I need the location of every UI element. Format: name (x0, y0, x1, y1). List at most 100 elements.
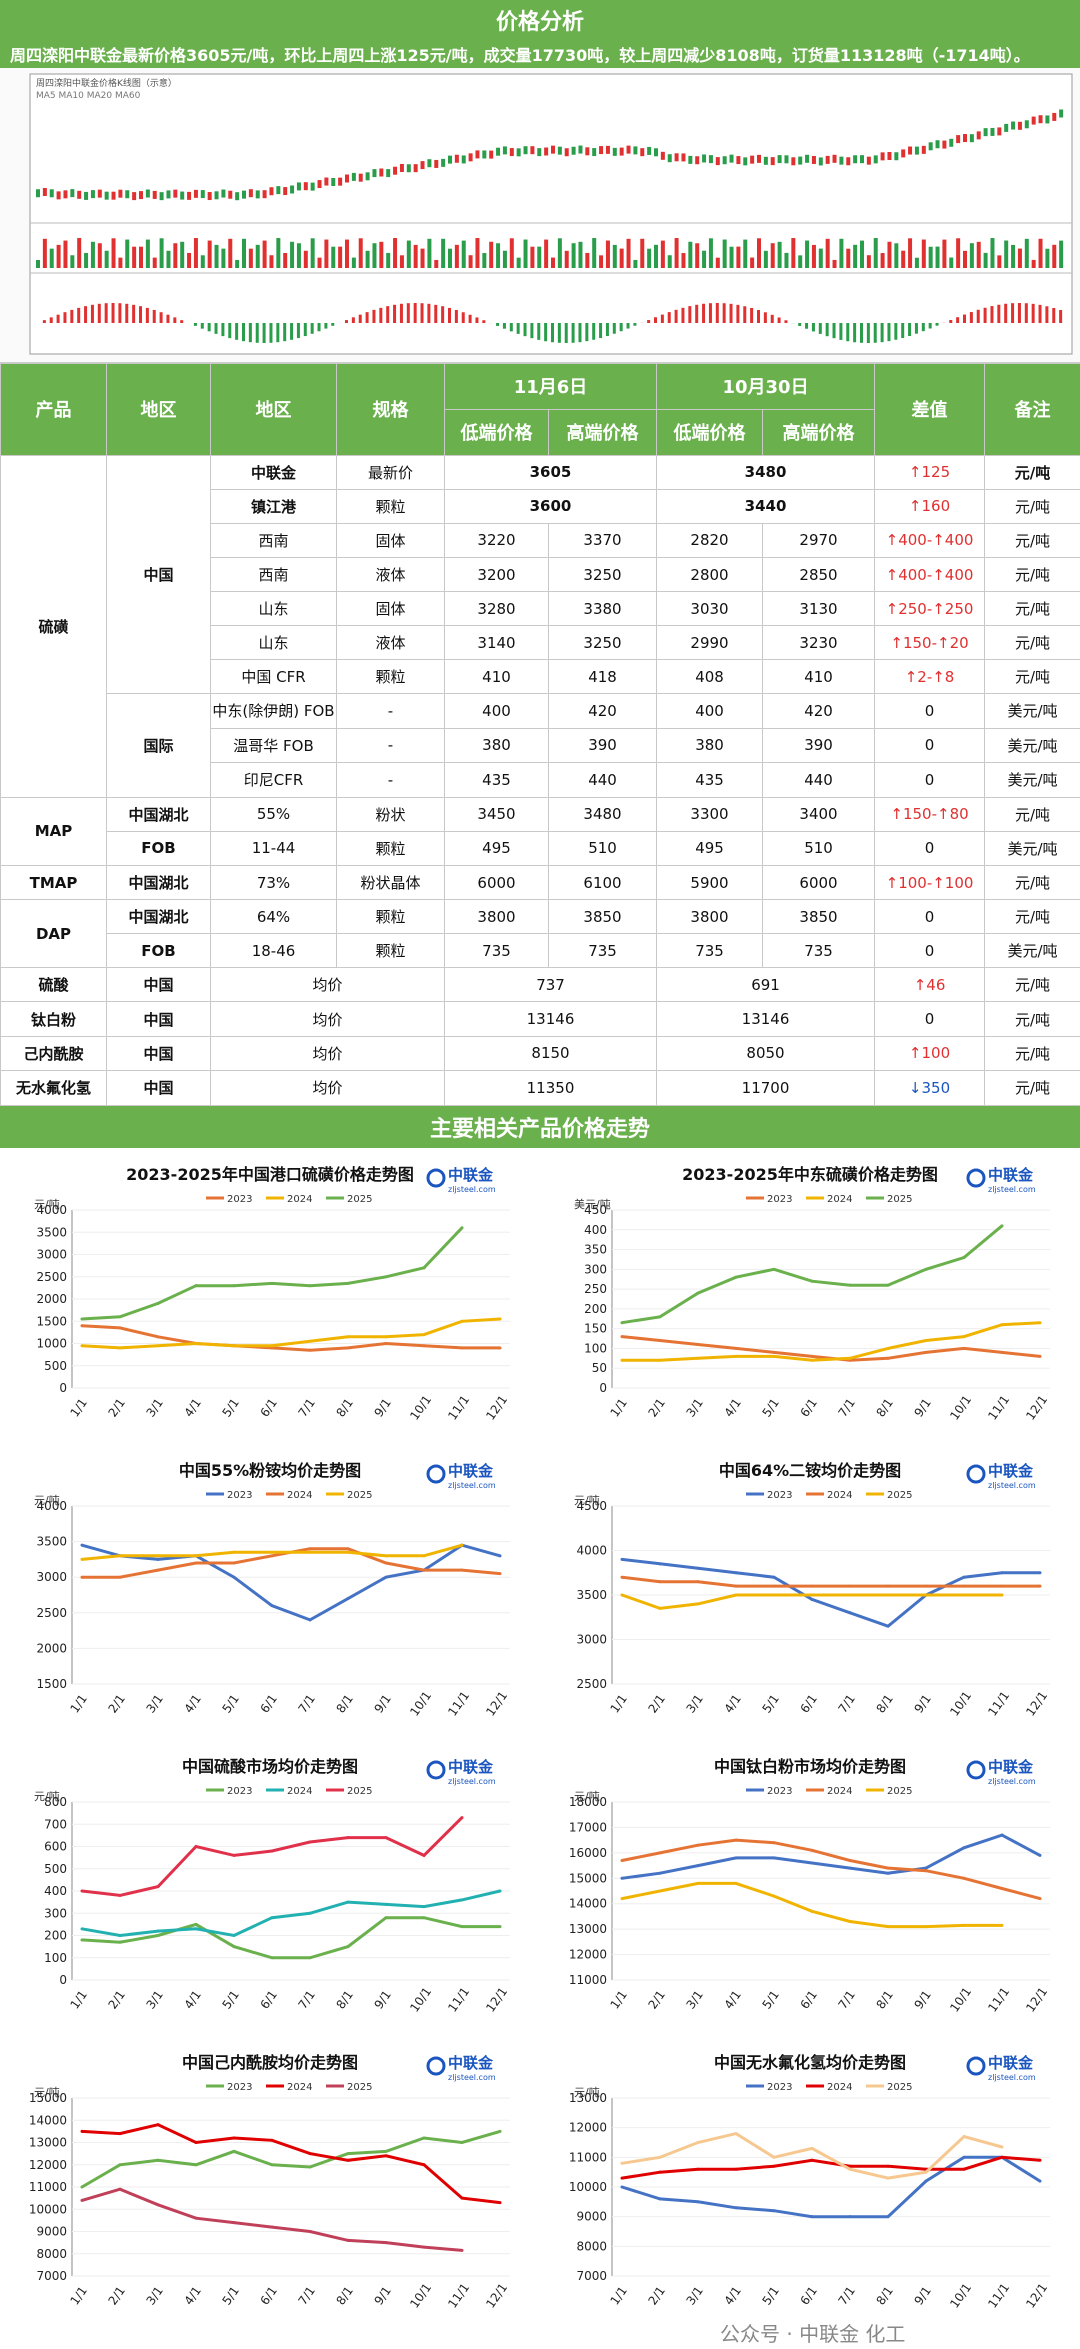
volume-bar (372, 243, 377, 268)
x-tick-label: 3/1 (683, 1692, 706, 1716)
kline-candle (564, 148, 569, 157)
price-cell: 13146 (656, 1001, 876, 1037)
note-cell: 美元/吨 (984, 693, 1080, 729)
volume-bar (1024, 238, 1029, 268)
kline-candle (345, 174, 349, 183)
region-cell: 中国 (106, 1069, 211, 1107)
price-cell: 3850 (762, 899, 876, 935)
data-point (80, 1324, 84, 1328)
diff-cell: ↑150-↑80 (874, 796, 986, 832)
volume-bar (585, 252, 590, 268)
y-tick-label: 14000 (29, 2113, 67, 2127)
x-tick-label: 1/1 (67, 1988, 90, 2012)
header-low-2: 低端价格 (656, 408, 764, 456)
kline-candle (235, 192, 240, 201)
macd-bar (976, 309, 980, 323)
legend-label: 2024 (827, 1490, 852, 1501)
spec-cell: 颗粒 (336, 933, 445, 969)
data-point (346, 1836, 350, 1840)
volume-bar (798, 255, 803, 268)
price-cell: 2850 (762, 556, 876, 593)
volume-bar (551, 257, 555, 268)
y-tick-label: 8000 (36, 2247, 67, 2261)
spec-cell: 固体 (336, 522, 445, 559)
data-point (848, 2215, 852, 2219)
macd-bar (551, 323, 554, 343)
kline-candle (1024, 120, 1029, 129)
legend-label: 2024 (287, 1786, 312, 1797)
kline-candle (557, 146, 562, 155)
x-tick-label: 9/1 (371, 1988, 394, 2012)
macd-bar (283, 323, 287, 342)
chart-title: 中国钛白粉市场均价走势图 (714, 1757, 906, 1776)
series-line-2025 (81, 2187, 463, 2252)
data-point (384, 1916, 388, 1920)
trend-chart: 2023-2025年中东硫磺价格走势图 美元/吨 中联金 zljsteel.com 0 5… (540, 1148, 1080, 1444)
kline-candle (825, 155, 830, 164)
chart-title: 中国己内酰胺均价走势图 (182, 2053, 358, 2072)
kline-candle (132, 192, 137, 201)
volume-bar (56, 244, 61, 268)
spec-cell: 颗粒 (336, 488, 445, 524)
spec-cell: - (336, 693, 445, 729)
kline-frame (29, 73, 1073, 355)
macd-bar (496, 323, 500, 326)
table-row: 山东 液体 3140 3250 2990 3230 ↑150-↑20 元/吨 (1, 625, 1080, 661)
data-point (460, 1568, 464, 1572)
macd-bar (502, 323, 506, 329)
y-tick-label: 700 (44, 1817, 67, 1831)
diff-cell: 0 (874, 1001, 986, 1037)
y-tick-label: 100 (584, 1341, 607, 1355)
data-point (1000, 1571, 1004, 1575)
data-point (924, 1925, 928, 1929)
spec-cell: 粉状晶体 (336, 865, 445, 901)
volume-bar (262, 240, 267, 268)
kline-candle (454, 154, 459, 163)
kline-candle (880, 152, 885, 161)
data-point (1000, 1224, 1004, 1228)
macd-bar (228, 323, 232, 339)
x-tick-label: 9/1 (911, 1988, 934, 2012)
region-cell: FOB (106, 933, 211, 969)
x-tick-label: 9/1 (371, 1396, 394, 1420)
macd-bar (125, 303, 129, 323)
data-point (346, 2238, 350, 2242)
macd-bar (1011, 303, 1015, 323)
data-point (270, 2163, 274, 2167)
y-tick-label: 4000 (576, 1544, 607, 1558)
x-tick-label: 12/1 (483, 2281, 510, 2311)
x-tick-label: 2/1 (105, 1692, 128, 1716)
data-point (80, 1575, 84, 1579)
price-cell: 3130 (762, 591, 876, 627)
y-tick-label: 450 (584, 1203, 607, 1217)
table-row: 西南 液体 3200 3250 2800 2850 ↑400-↑400 元/吨 (1, 556, 1080, 593)
data-point (498, 1889, 502, 1893)
price-cell: 3800 (444, 899, 549, 935)
kline-candle (77, 190, 82, 199)
kline-candle (770, 157, 775, 166)
legend-label: 2025 (887, 1786, 912, 1797)
kline-candle (1045, 115, 1050, 124)
data-point (460, 1346, 464, 1350)
spec-cell: 液体 (336, 556, 445, 593)
data-point (156, 1301, 160, 1305)
diff-cell: 0 (874, 761, 986, 798)
chart-title: 中国硫酸市场均价走势图 (182, 1757, 358, 1776)
x-tick-label: 3/1 (143, 1396, 166, 1420)
y-tick-label: 3000 (576, 1633, 607, 1647)
data-point (658, 1606, 662, 1610)
data-point (118, 1934, 122, 1937)
kline-candle (139, 191, 143, 200)
data-point (80, 1317, 84, 1321)
legend-label: 2023 (767, 2082, 792, 2093)
y-tick-label: 3500 (36, 1535, 67, 1549)
price-cell: 3140 (444, 625, 549, 661)
data-point (346, 1597, 350, 1601)
subregion-cell: 73% (210, 865, 337, 901)
macd-bar (880, 323, 884, 343)
table-row: 山东 固体 3280 3380 3030 3130 ↑250-↑250 元/吨 (1, 591, 1080, 627)
volume-bar (928, 246, 933, 268)
price-cell: 3280 (444, 591, 549, 627)
kline-candle (283, 187, 288, 196)
